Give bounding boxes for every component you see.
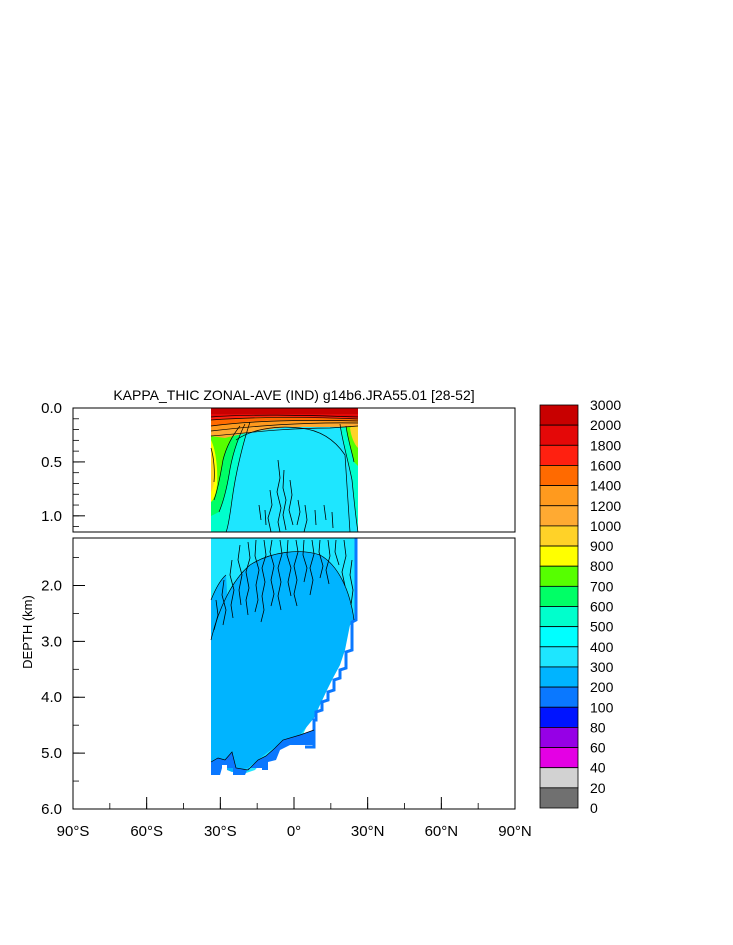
colorbar-swatch: [539, 485, 579, 507]
colorbar-swatch: [539, 545, 579, 567]
colorbar-swatch: [539, 565, 579, 587]
colorbar-swatch: [539, 767, 579, 789]
colorbar-label: 300: [590, 659, 614, 675]
upper-contours: [210, 414, 359, 532]
x-tick-label: 0°: [287, 823, 301, 840]
y-axis-lower: 2.0 3.0 4.0 5.0 6.0: [41, 557, 85, 818]
colorbar-swatch: [539, 585, 579, 607]
colorbar-swatch: [539, 686, 579, 708]
colorbar-swatch: [539, 646, 579, 668]
y-tick-label: 1.0: [41, 508, 62, 525]
x-tick-label: 30°N: [351, 823, 385, 840]
y-axis-label: DEPTH (km): [20, 595, 35, 669]
lower-field-300b: [211, 575, 230, 660]
colorbar-legend: 3000200018001600140012001000900800700600…: [539, 397, 621, 816]
colorbar-label: 1800: [590, 437, 621, 453]
lower-contours: [210, 551, 355, 771]
colorbar-label: 400: [590, 639, 614, 655]
colorbar-label: 200: [590, 679, 614, 695]
colorbar-swatch: [539, 727, 579, 748]
lower-gap-a: [222, 765, 227, 777]
colorbar-swatch: [539, 424, 579, 446]
y-axis-upper: 0.0 0.5 1.0: [41, 400, 85, 528]
x-axis: 90°S 60°S 30°S 0° 30°N 60°N 90°N: [57, 797, 532, 840]
upper-panel-frame: [72, 407, 516, 533]
lower-right-step: [305, 538, 358, 749]
y-tick-label: 0.5: [41, 454, 62, 471]
colorbar-label: 2000: [590, 417, 621, 433]
x-tick-label: 90°N: [498, 823, 532, 840]
colorbar-swatch: [539, 525, 579, 547]
colorbar-label: 600: [590, 599, 614, 615]
x-tick-label: 30°S: [204, 823, 237, 840]
colorbar-swatch: [539, 626, 579, 648]
colorbar-swatch: [539, 505, 579, 527]
colorbar-swatch: [539, 787, 579, 809]
colorbar-label: 500: [590, 619, 614, 635]
x-tick-label: 60°S: [130, 823, 163, 840]
y-tick-label: 0.0: [41, 400, 62, 417]
lower-panel: [210, 538, 358, 778]
colorbar-label: 900: [590, 538, 614, 554]
lower-noise-contours: [213, 539, 354, 631]
lower-gap-b: [262, 770, 268, 778]
colorbar-label: 0: [590, 800, 598, 816]
colorbar-swatch: [539, 404, 579, 426]
colorbar-label: 1200: [590, 498, 621, 514]
upper-band-3000: [211, 408, 358, 414]
x-tick-label: 60°N: [425, 823, 459, 840]
colorbar-label: 80: [590, 719, 606, 735]
colorbar-label: 1600: [590, 457, 621, 473]
chart-title: KAPPA_THIC ZONAL-AVE (IND) g14b6.JRA55.0…: [113, 387, 474, 403]
colorbar-label: 1400: [590, 478, 621, 494]
colorbar-swatch: [539, 465, 579, 487]
colorbar-label: 60: [590, 740, 606, 756]
lower-field-200: [211, 730, 314, 775]
colorbar-label: 100: [590, 699, 614, 715]
colorbar-swatch: [539, 606, 579, 628]
colorbar-label: 700: [590, 578, 614, 594]
y-tick-label: 3.0: [41, 633, 62, 650]
upper-field-800: [211, 420, 240, 502]
colorbar-swatch: [539, 706, 579, 728]
upper-field-1000: [211, 448, 215, 492]
upper-noise-contours: [258, 459, 334, 532]
colorbar-label: 3000: [590, 397, 621, 413]
y-tick-label: 4.0: [41, 689, 62, 706]
colorbar-label: 1000: [590, 518, 621, 534]
colorbar-label: 800: [590, 558, 614, 574]
y-tick-label: 6.0: [41, 801, 62, 818]
x-tick-label: 90°S: [57, 823, 90, 840]
colorbar-swatch: [539, 747, 579, 769]
y-tick-label: 5.0: [41, 745, 62, 762]
colorbar-swatch: [539, 444, 579, 466]
colorbar-swatch: [539, 666, 579, 688]
upper-field-right-1000: [350, 420, 358, 448]
colorbar-label: 40: [590, 760, 606, 776]
upper-panel: [210, 408, 359, 532]
y-tick-label: 2.0: [41, 577, 62, 594]
colorbar-label: 20: [590, 780, 606, 796]
upper-field-500: [236, 427, 350, 532]
